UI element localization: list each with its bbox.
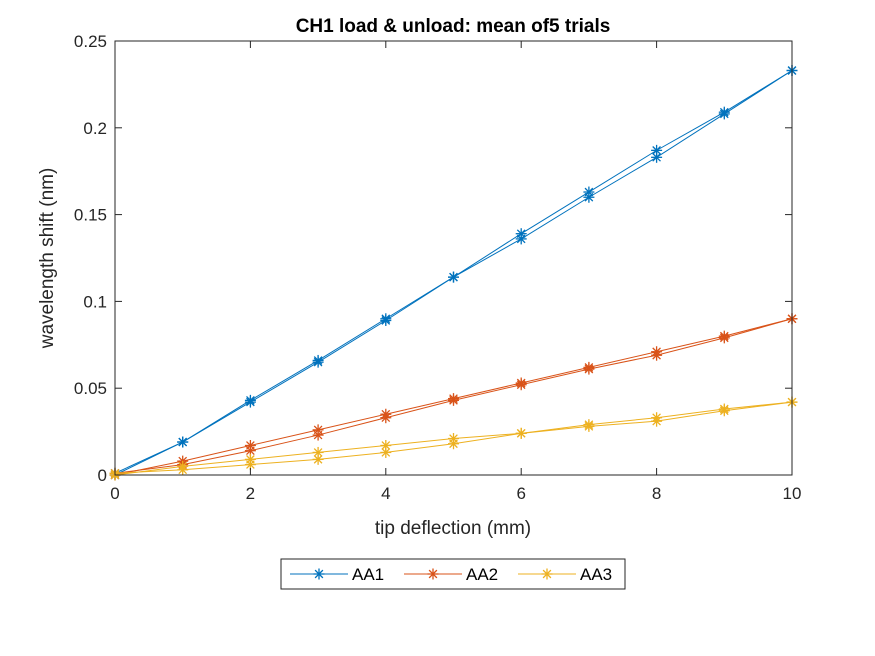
legend-label: AA1 [352,565,384,584]
y-tick-label: 0.05 [74,379,107,398]
x-tick-label: 4 [381,484,390,503]
data-point-aa1-unload [312,356,324,368]
data-point-aa1-unload [380,314,392,326]
data-point-aa3-unload [312,453,324,465]
y-tick-label: 0.2 [83,119,107,138]
plot-background [115,41,792,475]
chart-title: CH1 load & unload: mean of5 trials [296,16,611,37]
legend-entry-aa1: AA1 [290,565,384,584]
data-point-aa2-unload [380,412,392,424]
data-point-aa3-unload [177,464,189,476]
data-point-aa1-unload [515,233,527,245]
x-tick-label: 10 [783,484,802,503]
y-tick-label: 0.1 [83,292,107,311]
data-point-aa1-unload [651,151,663,163]
plot-area [115,41,792,475]
data-point-aa3-unload [380,446,392,458]
axes: 0 2 4 6 8 10 0 0.05 0.1 0.15 0.2 0.25 [74,32,802,503]
legend-label: AA2 [466,565,498,584]
data-point-aa2-unload [448,394,459,406]
data-point-aa2-unload [515,379,527,391]
legend-entry-aa3: AA3 [518,565,612,584]
data-point-aa3-unload [583,420,595,432]
x-tick-label: 2 [246,484,255,503]
data-point-aa1-unload [177,436,189,448]
data-point-aa1-unload [244,396,256,408]
data-point-aa2-unload [718,332,730,344]
data-point-aa3-unload [718,405,730,417]
axes-box [114,40,793,476]
x-axis-label: tip deflection (mm) [375,518,531,539]
y-tick-label: 0.25 [74,32,107,51]
legend-label: AA3 [580,565,612,584]
x-tick-label: 8 [652,484,661,503]
data-point-aa2-unload [651,349,663,361]
legend: AA1 AA2 AA3 [280,558,626,590]
data-point-aa3-unload [515,427,527,439]
data-point-aa3-unload [651,415,663,427]
data-point-aa1-unload [583,191,595,203]
legend-marker [313,568,325,580]
y-tick-label: 0.15 [74,206,107,225]
x-tick-label: 0 [110,484,119,503]
data-point-aa3-unload [448,438,459,450]
data-point-aa2-unload [312,429,324,441]
series-aa1 [109,65,798,481]
y-axis-label: wavelength shift (nm) [37,168,58,350]
x-tick-label: 6 [516,484,525,503]
data-point-aa2-unload [583,363,595,375]
legend-entry-aa2: AA2 [404,565,498,584]
y-tick-label: 0 [98,466,107,485]
data-point-aa1-unload [718,108,730,120]
legend-marker [541,568,553,580]
data-point-aa1-unload [448,271,459,283]
legend-marker [427,568,439,580]
